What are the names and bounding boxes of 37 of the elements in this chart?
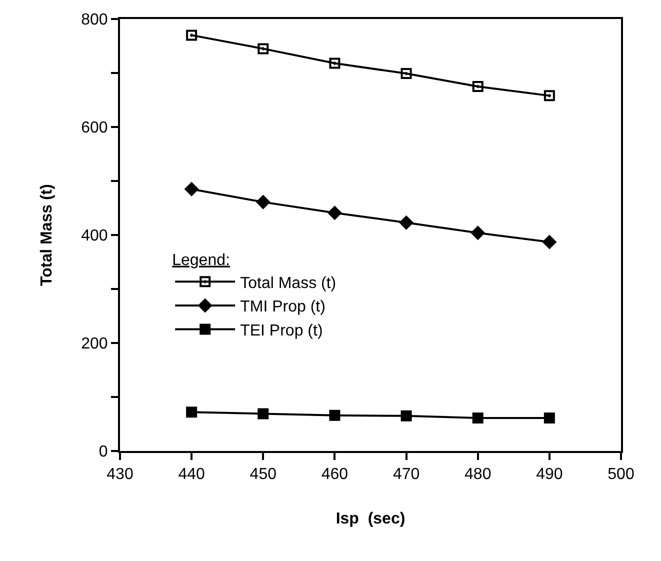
x-tick-label: 440 xyxy=(178,466,206,484)
point xyxy=(328,206,342,220)
point xyxy=(400,410,412,422)
point xyxy=(258,408,269,420)
x-tick-label: 430 xyxy=(106,466,134,484)
point xyxy=(329,410,340,421)
x-tick-label: 460 xyxy=(321,466,348,484)
legend-label: Total Mass (t) xyxy=(240,274,336,292)
x-axis-title: Isp (sec) xyxy=(336,510,406,528)
legend-title: Legend: xyxy=(172,252,230,269)
point xyxy=(184,182,198,196)
point xyxy=(542,235,556,249)
y-tick-label: 800 xyxy=(81,12,108,29)
point xyxy=(258,43,269,54)
point xyxy=(544,412,555,424)
point xyxy=(399,216,414,230)
point xyxy=(544,90,555,102)
x-tick-label: 480 xyxy=(464,466,492,484)
point xyxy=(471,226,485,240)
point xyxy=(472,412,484,424)
y-tick-label: 600 xyxy=(81,120,108,137)
point xyxy=(329,58,340,69)
y-tick-label: 0 xyxy=(98,444,108,461)
point xyxy=(400,68,412,80)
x-tick-label: 500 xyxy=(608,466,634,484)
y-tick-label: 400 xyxy=(81,228,108,245)
point xyxy=(256,195,270,209)
x-tick-label: 490 xyxy=(536,466,563,484)
x-tick-label: 450 xyxy=(250,466,277,484)
point xyxy=(186,30,198,41)
legend-label: TMI Prop (t) xyxy=(240,298,326,316)
legend-label: TEI Prop (t) xyxy=(240,322,323,340)
x-tick-label: 470 xyxy=(392,466,420,484)
point xyxy=(472,81,484,92)
y-tick-label: 200 xyxy=(81,336,108,353)
y-axis-title: Total Mass (t) xyxy=(38,184,56,286)
point xyxy=(186,406,198,418)
